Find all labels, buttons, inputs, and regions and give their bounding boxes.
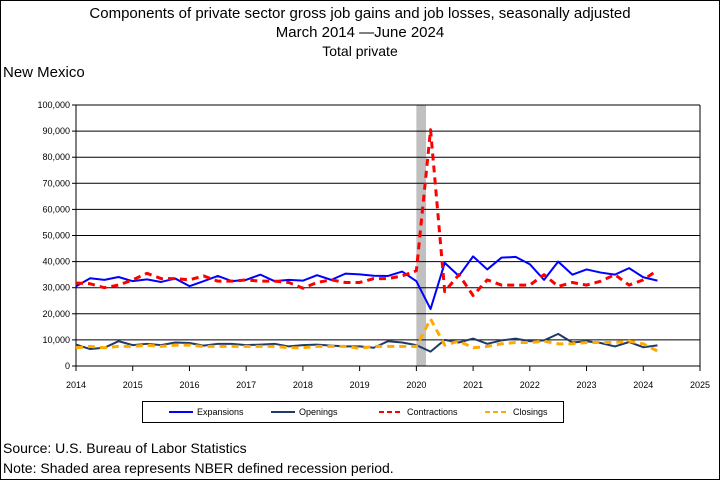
line-chart: 0 10,000 20,000 30,000 40,000 50,000 60,000 70,… — [37, 100, 710, 390]
y-tick-label: 90,000 — [42, 126, 70, 136]
legend-label-openings: Openings — [299, 407, 338, 417]
chart-title-block: Components of private sector gross job g… — [0, 4, 720, 61]
x-tick-label: 2014 — [66, 380, 86, 390]
y-tick-label: 70,000 — [42, 178, 70, 188]
legend-item-openings: Openings — [271, 402, 338, 422]
series-line-expansions — [75, 255, 658, 311]
series-line-contractions — [75, 128, 659, 298]
x-tick-label: 2020 — [406, 380, 426, 390]
y-tick-label: 50,000 — [42, 231, 70, 241]
legend-swatch-contractions — [379, 411, 403, 413]
legend-item-contractions: Contractions — [379, 402, 458, 422]
source-note: Source: U.S. Bureau of Labor Statistics — [3, 440, 247, 456]
x-tick-label: 2017 — [236, 380, 256, 390]
legend-swatch-expansions — [169, 411, 193, 413]
x-tick-label: 2019 — [350, 380, 370, 390]
y-tick-label: 80,000 — [42, 152, 70, 162]
chart-subtitle: Total private — [322, 43, 398, 59]
chart-title: Components of private sector gross job g… — [89, 5, 631, 22]
y-tick-label: 10,000 — [42, 335, 70, 345]
y-tick-label: 0 — [65, 361, 70, 371]
legend-swatch-openings — [271, 411, 295, 413]
y-tick-label: 100,000 — [37, 100, 70, 110]
legend-swatch-closings — [485, 411, 509, 413]
legend-label-expansions: Expansions — [197, 407, 244, 417]
x-tick-label: 2021 — [463, 380, 483, 390]
y-tick-label: 30,000 — [42, 283, 70, 293]
legend-item-expansions: Expansions — [169, 402, 244, 422]
legend-label-contractions: Contractions — [407, 407, 458, 417]
series-line-closings — [75, 317, 659, 353]
x-tick-label: 2018 — [293, 380, 313, 390]
x-tick-label: 2015 — [123, 380, 143, 390]
x-tick-label: 2022 — [520, 380, 540, 390]
y-tick-label: 60,000 — [42, 204, 70, 214]
x-tick-label: 2016 — [179, 380, 199, 390]
legend-label-closings: Closings — [513, 407, 548, 417]
x-tick-label: 2025 — [690, 380, 710, 390]
recession-note: Note: Shaded area represents NBER define… — [3, 460, 394, 476]
chart-date-range: March 2014 —June 2024 — [275, 24, 445, 41]
y-tick-label: 40,000 — [42, 257, 70, 267]
legend-item-closings: Closings — [485, 402, 548, 422]
region-label: New Mexico — [3, 64, 85, 81]
x-tick-label: 2024 — [633, 380, 653, 390]
y-tick-label: 20,000 — [42, 309, 70, 319]
x-tick-label: 2023 — [577, 380, 597, 390]
chart-legend: Expansions Openings Contractions Closing… — [142, 401, 564, 423]
